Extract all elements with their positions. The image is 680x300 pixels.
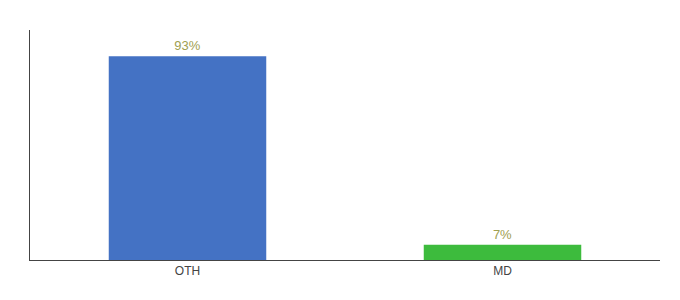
svg-text:93%: 93% <box>174 38 200 53</box>
svg-text:MD: MD <box>493 264 512 278</box>
svg-text:OTH: OTH <box>175 264 200 278</box>
svg-text:7%: 7% <box>493 227 512 242</box>
